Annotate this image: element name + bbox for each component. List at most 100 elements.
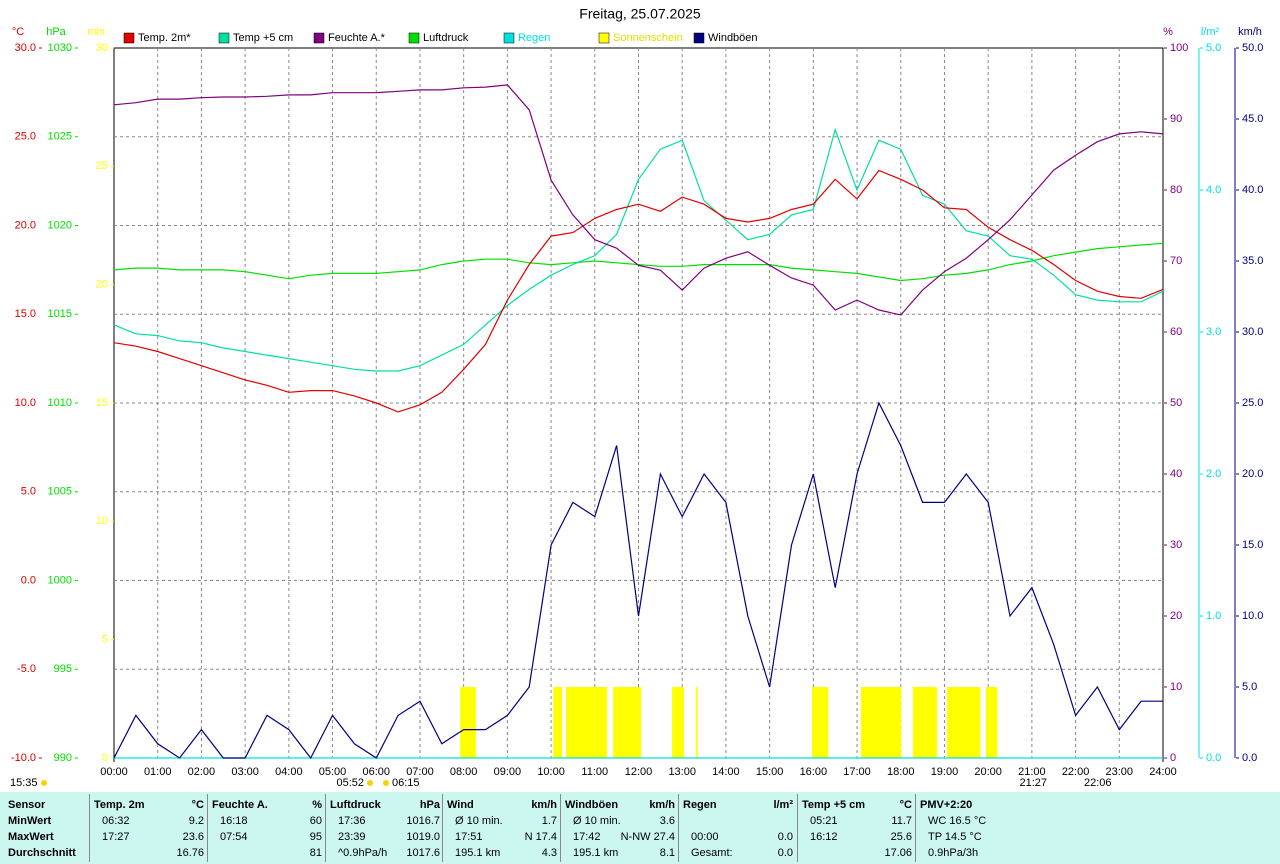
legend-swatch [218,32,230,44]
y-tick-label: 1020 [48,219,72,231]
column-header: Luftdruck [330,799,381,811]
legend-label: Temp +5 cm [233,32,293,44]
y-tick-label: 10 [1170,681,1182,693]
cell-note: 16:18 [220,815,248,827]
cell-note: 23:39 [338,831,366,843]
cell-note: ^0.9hPa/h [338,847,388,859]
x-tick-label: 13:00 [668,766,696,778]
cell-value: 0.0 [777,831,793,843]
column-header: Regen [683,799,717,811]
chart-title: Freitag, 25.07.2025 [579,6,701,22]
y-tick-label: 20 [96,279,108,291]
chart: Freitag, 25.07.2025 °C -10.0 -5.0 0.0 5.0 10.… [10,6,1263,789]
y-tick-label: 25.0 [1242,397,1263,409]
cell-value: 1016.7 [406,815,440,827]
sun-icon [383,780,389,786]
separator [325,794,326,862]
x-tick-label: 21:00 [1018,766,1046,778]
x-tick-label: 09:00 [494,766,522,778]
y-tick-label: 80 [1170,184,1182,196]
sunshine-bar [860,687,902,758]
x-tick-label: 04:00 [275,766,303,778]
axis-unit: °C [12,26,24,38]
y-tick-label: 5.0 [21,486,36,498]
cell-value: 9.2 [188,815,204,827]
cell-value: 11.7 [891,815,912,827]
cell-note: 16:12 [810,831,838,843]
cell-value: 60 [309,815,322,827]
column-unit: km/h [531,799,557,811]
y-tick-label: 40 [1170,468,1182,480]
cell-note: 195.1 km [573,847,619,859]
column-unit: km/h [649,799,675,811]
y-tick-label: 50 [1170,397,1182,409]
y-tick-label: 1005 [48,486,72,498]
axis-unit: hPa [46,26,66,38]
x-tick-label: 17:00 [843,766,871,778]
annotation: 06:15 [392,777,420,789]
annotation: 05:52 [336,777,364,789]
x-tick-label: 06:00 [362,766,390,778]
y-tick-label: 45.0 [1242,113,1263,125]
y-tick-label: 15.0 [15,308,36,320]
x-tick-label: 23:00 [1106,766,1134,778]
annotation: 21:27 [1019,777,1047,789]
cell-value: 16.76 [176,847,204,859]
separator [207,794,208,862]
cell-note: 07:54 [220,831,248,843]
cell-value: 17.06 [884,847,912,859]
y-tick-label: 15 [96,397,108,409]
column-unit: l/m² [773,799,793,811]
y-tick-label: 1025 [48,131,72,143]
x-tick-label: 03:00 [231,766,259,778]
y-tick-label: 100 [1170,42,1188,54]
cell-value: 4.3 [541,847,557,859]
sunshine-bar [696,687,698,758]
cell-note: 0.9hPa/3h [928,847,979,859]
y-tick-label: 20 [1170,610,1182,622]
column-header: Temp. 2m [94,799,145,811]
y-tick-label: 25 [96,160,108,172]
column-header: Wind [447,799,474,811]
cell-value: 1019.0 [406,831,440,843]
column-header: Windböen [565,799,619,811]
column-header: Feuchte A. [212,799,268,811]
x-tick-label: 22:00 [1062,766,1090,778]
row-label: MinWert [8,815,52,827]
axis-unit: % [1163,26,1173,38]
x-tick-label: 14:00 [712,766,740,778]
y-tick-label: 0 [1170,752,1176,764]
x-tick-label: 24:00 [1149,766,1177,778]
y-tick-label: 990 [54,752,72,764]
series-line [113,84,1164,316]
sunshine-bar [565,687,608,758]
cell-note: TP 14.5 °C [928,831,982,843]
y-tick-label: 40.0 [1242,184,1263,196]
sunshine-bar [912,687,938,758]
series-line [113,401,1163,760]
y-tick-label: 1.0 [1206,610,1221,622]
x-tick-label: 18:00 [887,766,915,778]
separator [442,794,443,862]
cell-value: N 17.4 [524,831,557,843]
y-tick-label: 2.0 [1206,468,1221,480]
cell-value: N-NW 27.4 [620,831,675,843]
row-label: MaxWert [8,831,54,843]
annotation: 15:35 [10,777,38,789]
legend-swatch [123,32,135,44]
y-tick-label: 0.0 [1206,752,1221,764]
y-tick-label: 30.0 [1242,326,1263,338]
column-unit: hPa [419,799,440,811]
x-tick-label: 19:00 [931,766,959,778]
column-header: PMV+2:20 [920,799,973,811]
cell-note: 17:42 [573,831,601,843]
y-tick-label: 995 [54,663,72,675]
y-tick-label: -10.0 [11,752,36,764]
cell-value: 95 [309,831,322,843]
cell-note: 195.1 km [455,847,501,859]
x-tick-label: 15:00 [756,766,784,778]
sun-icon [367,780,373,786]
separator [915,794,916,862]
y-tick-label: 25.0 [15,131,36,143]
y-tick-label: 5 [102,634,108,646]
